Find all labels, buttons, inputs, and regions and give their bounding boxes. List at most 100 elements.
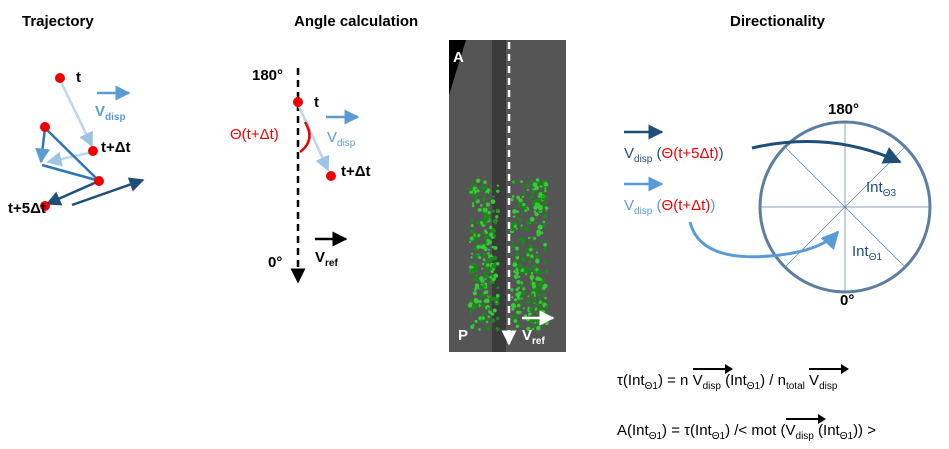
texture-dot <box>541 187 544 190</box>
label: 180° <box>828 101 859 118</box>
texture-dot <box>523 307 525 309</box>
text-part: total <box>786 381 805 392</box>
texture-dot <box>493 219 498 224</box>
texture-dot <box>488 310 490 312</box>
texture-dot <box>514 181 517 184</box>
texture-dot <box>484 247 488 251</box>
texture-dot <box>487 240 491 244</box>
texture-dot <box>517 291 521 295</box>
texture-dot <box>480 208 482 210</box>
texture-dot <box>493 308 497 312</box>
texture-dot <box>542 294 546 298</box>
texture-dot <box>470 314 472 316</box>
text-part: ) = τ(Int <box>662 422 712 439</box>
texture-dot <box>530 217 535 222</box>
texture-dot <box>476 279 478 281</box>
formula: τ(IntΘ1) = n Vdisp (IntΘ1) / ntotal Vdis… <box>617 372 837 392</box>
texture-dot <box>474 194 477 197</box>
texture-dot <box>474 298 478 302</box>
texture-dot <box>517 304 521 308</box>
texture-dot <box>531 190 536 195</box>
texture-dot <box>533 237 536 240</box>
texture-dot <box>492 195 495 198</box>
texture-dot <box>486 263 489 266</box>
label: A <box>453 49 464 66</box>
texture-dot <box>514 298 517 301</box>
texture-dot <box>470 256 472 258</box>
texture-dot <box>544 260 548 264</box>
text-part: Θ1 <box>747 381 760 392</box>
texture-dot <box>482 294 485 297</box>
text-part: Int <box>852 243 870 260</box>
texture-dot <box>512 242 515 245</box>
texture-dot <box>538 282 543 287</box>
texture-dot <box>495 215 498 218</box>
texture-dot <box>487 252 490 255</box>
texture-dot <box>542 213 547 218</box>
texture-dot <box>536 312 540 316</box>
texture-dot <box>495 301 497 303</box>
texture-dot <box>538 293 541 296</box>
texture-dot <box>482 316 485 319</box>
text-part: Θ3 <box>883 188 897 199</box>
text-part: V <box>522 327 532 344</box>
texture-dot <box>543 284 548 289</box>
texture-dot <box>513 305 516 308</box>
texture-dot <box>530 255 533 258</box>
texture-dot <box>541 322 544 325</box>
texture-dot <box>521 241 525 245</box>
texture-dot <box>512 195 515 198</box>
texture-dot <box>483 258 486 261</box>
texture-dot <box>491 270 494 273</box>
text-part: Θ1 <box>840 431 853 442</box>
texture-dot <box>484 271 487 274</box>
texture-dot <box>491 264 496 269</box>
texture-dot <box>535 307 537 309</box>
texture-dot <box>484 254 486 256</box>
texture-dot <box>528 267 532 271</box>
texture-dot <box>542 201 546 205</box>
texture-dot <box>528 300 531 303</box>
texture-dot <box>485 298 490 303</box>
text-part: ref <box>532 336 545 347</box>
texture-dot <box>496 190 499 193</box>
texture-dot <box>477 189 480 192</box>
texture-dot <box>471 253 473 255</box>
texture-dot <box>491 199 496 204</box>
texture-dot <box>536 326 541 331</box>
text-part: ( <box>652 145 661 162</box>
texture-dot <box>516 288 519 291</box>
texture-dot <box>485 290 488 293</box>
texture-dot <box>481 190 483 192</box>
texture-dot <box>540 240 543 243</box>
texture-dot <box>524 209 527 212</box>
title: Angle calculation <box>294 13 418 30</box>
texture-dot <box>470 299 474 303</box>
texture-dot <box>512 209 517 214</box>
texture-dot <box>544 182 549 187</box>
texture-dot <box>483 208 488 213</box>
texture-dot <box>486 203 490 207</box>
text-part: Int <box>866 179 884 196</box>
texture-dot <box>478 300 482 304</box>
texture-dot <box>471 224 474 227</box>
texture-dot <box>476 304 480 308</box>
texture-dot <box>527 307 529 309</box>
texture-dot <box>515 271 519 275</box>
text-part: V <box>315 249 325 266</box>
texture-dot <box>532 328 534 330</box>
texture-dot <box>528 197 531 200</box>
texture-dot <box>544 187 546 189</box>
texture-dot <box>537 270 541 274</box>
texture-dot <box>530 285 532 287</box>
texture-dot <box>544 195 548 199</box>
texture-dot <box>542 191 545 194</box>
texture-dot <box>535 276 540 281</box>
texture-dot <box>542 195 544 197</box>
texture-dot <box>516 325 519 328</box>
label: t+Δt <box>341 163 371 180</box>
label: P <box>458 327 468 344</box>
text-part: Θ(t+Δt) <box>662 197 711 214</box>
texture-dot <box>511 227 515 231</box>
texture-dot <box>527 295 529 297</box>
